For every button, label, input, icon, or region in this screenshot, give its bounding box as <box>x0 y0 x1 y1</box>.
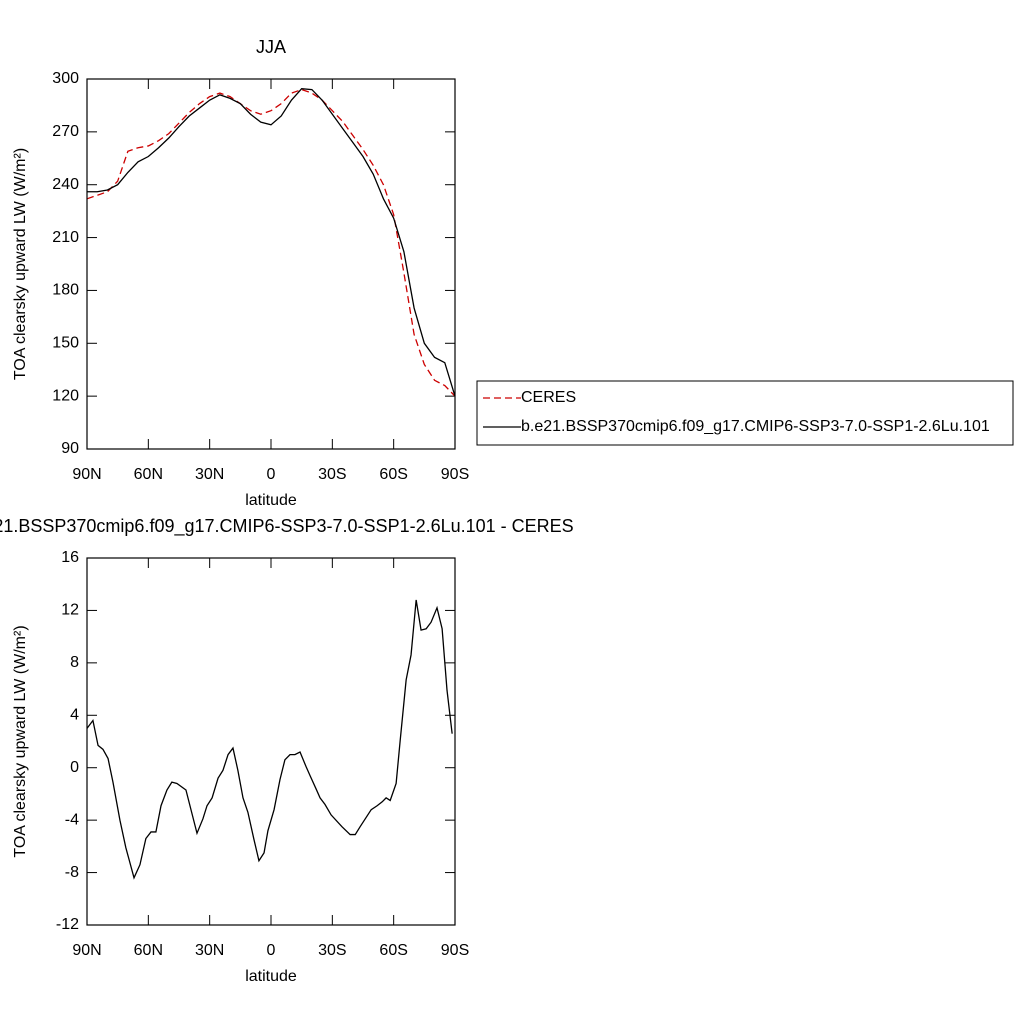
data-line <box>86 88 456 397</box>
y-tick-label: 12 <box>61 602 79 619</box>
x-tick-label: 90S <box>441 942 469 959</box>
y-tick-label: 240 <box>52 176 79 193</box>
legend-label: b.e21.BSSP370cmip6.f09_g17.CMIP6-SSP3-7.… <box>521 418 990 435</box>
legend-label: CERES <box>521 389 576 406</box>
data-line <box>87 88 456 397</box>
y-tick-label: 120 <box>52 387 79 404</box>
y-tick-label: 180 <box>52 282 79 299</box>
x-tick-label: 0 <box>267 466 276 483</box>
legend-frame <box>476 380 1014 446</box>
plot-frame <box>86 557 456 926</box>
y-tick-label: 90 <box>61 440 79 457</box>
y-tick-label: -4 <box>65 811 79 828</box>
x-tick-label: 60S <box>379 466 407 483</box>
y-tick-label: 210 <box>52 229 79 246</box>
x-tick-label: 90S <box>441 466 469 483</box>
x-tick-label: 30N <box>195 466 224 483</box>
x-tick-label: 60N <box>134 942 163 959</box>
y-tick-label: 150 <box>52 335 79 352</box>
x-tick-label: 30N <box>195 942 224 959</box>
x-tick-label: 30S <box>318 942 346 959</box>
x-tick-label: 60N <box>134 466 163 483</box>
x-axis-label: latitude <box>245 968 297 985</box>
x-tick-label: 90N <box>72 466 101 483</box>
x-axis-label: latitude <box>245 492 297 509</box>
x-tick-label: 60S <box>379 942 407 959</box>
y-tick-label: 16 <box>61 549 79 566</box>
x-tick-label: 0 <box>267 942 276 959</box>
chart-title: b.e21.BSSP370cmip6.f09_g17.CMIP6-SSP3-7.… <box>0 516 574 537</box>
y-tick-label: -12 <box>56 916 79 933</box>
y-tick-label: 270 <box>52 123 79 140</box>
y-tick-label: -8 <box>65 864 79 881</box>
y-tick-label: 4 <box>70 707 79 724</box>
y-axis-label: TOA clearsky upward LW (W/m²) <box>12 148 29 380</box>
y-tick-label: 8 <box>70 654 79 671</box>
plot-frame <box>86 78 456 450</box>
y-tick-label: 300 <box>52 70 79 87</box>
y-axis-label: TOA clearsky upward LW (W/m²) <box>12 625 29 857</box>
x-tick-label: 90N <box>72 942 101 959</box>
x-tick-label: 30S <box>318 466 346 483</box>
data-line <box>86 599 453 880</box>
y-tick-label: 0 <box>70 759 79 776</box>
chart-title: JJA <box>256 37 286 57</box>
